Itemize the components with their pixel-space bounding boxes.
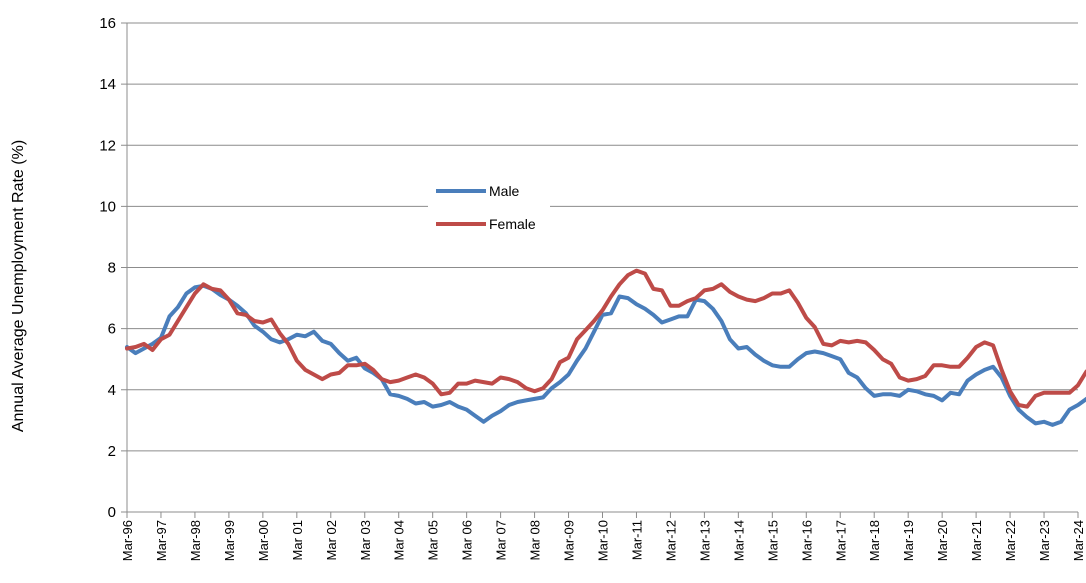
y-axis-label: Annual Average Unemployment Rate (%) (10, 140, 27, 432)
x-tick-label: Mar-96 (120, 520, 135, 561)
x-tick-label: Mar-17 (833, 520, 848, 561)
x-tick-label: Mar-16 (799, 520, 814, 561)
series-line-female (125, 268, 1086, 409)
y-tick-label: 2 (108, 443, 116, 460)
x-tick-label: Mar-13 (697, 520, 712, 561)
x-tick-label: Mar-22 (1003, 520, 1018, 561)
legend-label-female: Female (489, 216, 536, 232)
axes (126, 23, 1078, 513)
x-tick-label: Mar 02 (324, 520, 339, 560)
x-tick-label: Mar-10 (596, 520, 611, 561)
x-tick-label: Mar 03 (358, 520, 373, 560)
x-tick-label: Mar-19 (901, 520, 916, 561)
x-tick-label: Mar 05 (426, 520, 441, 560)
x-tick-label: Mar-98 (188, 520, 203, 561)
x-tick-label: Mar-97 (154, 520, 169, 561)
y-tick-label: 10 (99, 198, 116, 215)
gridlines (127, 22, 1078, 452)
x-tick-label: Mar-09 (562, 520, 577, 561)
x-tick-label: Mar-18 (867, 520, 882, 561)
y-tick-label: 16 (99, 15, 116, 32)
x-axis-ticks: Mar-96 Mar-97 Mar-98 Mar-99 Mar-00 Mar 01 Mar … (120, 512, 1086, 561)
legend: Male Female (428, 174, 550, 238)
x-tick-label: Mar 04 (392, 520, 407, 560)
x-tick-label: Mar-14 (731, 520, 746, 561)
x-tick-label: Mar-00 (256, 520, 271, 561)
x-tick-label: Mar-11 (629, 520, 644, 560)
y-tick-label: 4 (108, 382, 116, 399)
x-tick-label: Mar 08 (528, 520, 543, 560)
series-lines (125, 268, 1086, 427)
y-tick-label: 8 (108, 260, 116, 277)
x-tick-label: Mar-21 (969, 520, 984, 561)
legend-background (428, 174, 550, 238)
y-tick-label: 6 (108, 321, 116, 338)
x-tick-label: Mar-12 (663, 520, 678, 561)
x-tick-label: Mar 07 (494, 520, 509, 560)
x-tick-label: Mar-20 (935, 520, 950, 561)
y-tick-label: 14 (99, 76, 116, 93)
x-tick-label: Mar 01 (290, 520, 305, 560)
legend-label-male: Male (489, 183, 520, 199)
x-tick-label: Mar-15 (765, 520, 780, 561)
y-axis-ticks: 0 2 4 6 8 10 12 14 16 (99, 15, 127, 521)
x-tick-label: Mar-24 (1071, 520, 1086, 561)
y-tick-label: 0 (108, 504, 116, 521)
x-tick-label: Mar-23 (1037, 520, 1052, 561)
x-tick-label: Mar 06 (460, 520, 475, 560)
y-tick-label: 12 (99, 137, 116, 154)
x-tick-label: Mar-99 (222, 520, 237, 561)
